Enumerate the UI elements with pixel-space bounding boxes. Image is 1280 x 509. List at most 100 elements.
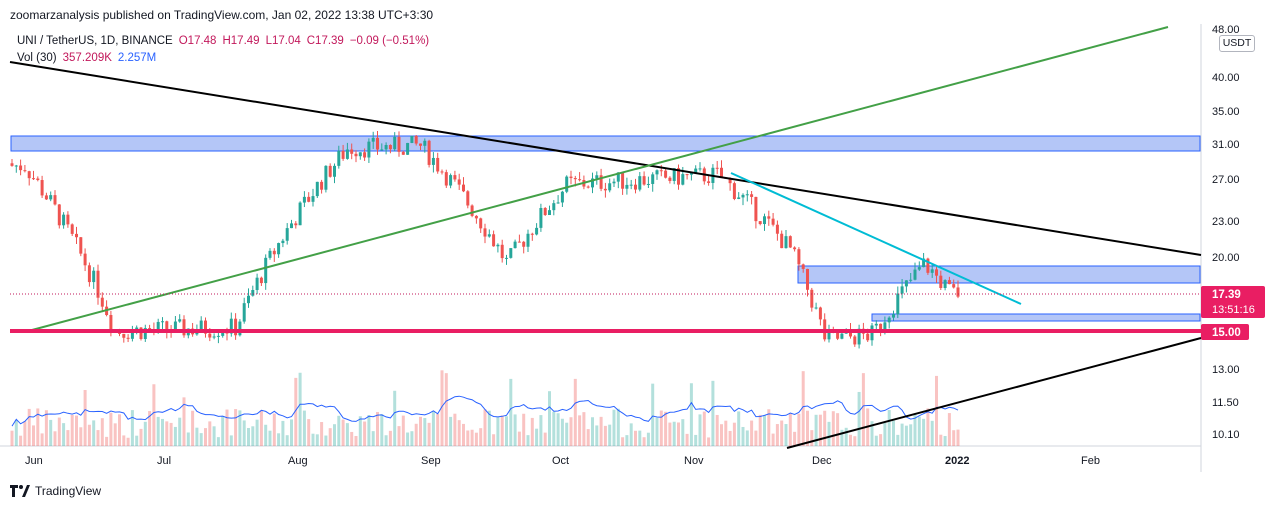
zone-lower[interactable] [871,313,1201,322]
volume-bar [754,430,758,446]
volume-bar [681,419,685,446]
candle-body [221,332,225,336]
footer-brand-label: TradingView [35,484,102,498]
candle-body [32,178,35,180]
volume-bar [57,417,61,446]
candle-body [646,183,650,185]
candle-body [526,233,530,247]
candle-body [419,143,422,146]
volume-bar [814,414,818,446]
volume-bar [818,414,822,446]
candle-body [251,290,255,296]
candle-body [935,269,938,276]
candle-body [449,175,453,186]
volume-bar [707,437,711,446]
candle-body [694,168,698,173]
volume-bar [677,422,680,446]
volume-bar [10,430,14,446]
volume-bar [801,371,805,446]
volume-bar [892,420,895,446]
volume-bar [711,380,715,446]
candle-body [857,328,861,345]
candle-body [337,150,341,166]
volume-bar [629,423,633,446]
volume-bar [720,424,723,446]
volume-bar [410,431,414,446]
black-descending-trendline[interactable] [9,61,1202,256]
volume-bar [449,416,453,446]
candle-body [655,170,659,175]
volume-bar [771,433,775,446]
volume-bar [810,430,814,446]
footer-brand[interactable]: TradingView [10,484,101,498]
volume-bar [470,429,474,446]
volume-bar [225,409,229,446]
candle-body [139,327,143,340]
zone-middle[interactable] [797,265,1201,284]
candle-body [307,196,311,202]
legend-symbol[interactable]: UNI / TetherUS, 1D, BINANCE [17,35,173,47]
candle-body [161,321,164,323]
volume-bar [204,428,207,446]
candle-body [268,250,272,258]
volume-bar [294,377,298,446]
candle-body [797,249,801,265]
candle-body [836,332,840,339]
volume-bar [208,421,212,446]
y-tick-48: 48.00 [1212,24,1240,36]
x-tick-sep: Sep [421,455,441,467]
volume-bar [685,433,689,446]
volume-bar [431,411,435,446]
green-ascending-trendline[interactable] [31,26,1169,331]
candle-body [763,216,766,225]
zone-upper[interactable] [10,135,1201,152]
candle-body [148,328,152,330]
candle-body [698,168,702,170]
candle-body [333,165,336,177]
candle-body [423,140,427,146]
candle-body [328,165,332,177]
candle-body [578,179,582,181]
y-tick-10-10: 10.10 [1212,429,1240,441]
legend-vol-label[interactable]: Vol (30) [17,52,57,64]
volume-bar [659,410,663,446]
volume-bar [178,417,182,446]
candle-body [715,167,719,169]
volume-bar [388,430,392,446]
candle-body [27,171,31,179]
volume-bar [646,432,650,446]
candle-body [371,137,375,142]
candle-body [83,253,87,266]
candle-body [247,295,250,304]
volume-bar [281,420,285,446]
candle-body [294,223,298,226]
candle-body [917,267,921,270]
black-ascending-trendline[interactable] [786,337,1202,449]
volume-bar [853,436,857,446]
price-chart[interactable]: 48.00 40.00 35.00 31.00 27.00 23.00 20.0… [0,24,1280,472]
candle-body [732,183,736,199]
candle-body [672,168,676,181]
volume-bar [27,408,31,446]
last-price-countdown: 13:51:16 [1212,304,1255,316]
candle-body [595,175,599,179]
candle-body [358,152,362,157]
legend-open: O17.48 [178,35,217,47]
volume-bar [715,414,719,446]
candle-body [642,176,646,185]
volume-bars [10,370,960,446]
volume-bar [956,429,960,446]
currency-selector[interactable]: USDT [1219,35,1255,52]
volume-bar [780,420,784,446]
volume-bar [861,373,865,446]
candle-body [780,233,784,249]
candle-body [79,237,83,254]
volume-bar [797,413,801,446]
candle-body [539,208,543,228]
candle-body [629,184,633,186]
cyan-descending-trendline[interactable] [730,172,1022,305]
candle-body [350,149,354,154]
candle-body [947,280,951,285]
volume-bar [857,391,861,446]
volume-bar [462,423,465,446]
